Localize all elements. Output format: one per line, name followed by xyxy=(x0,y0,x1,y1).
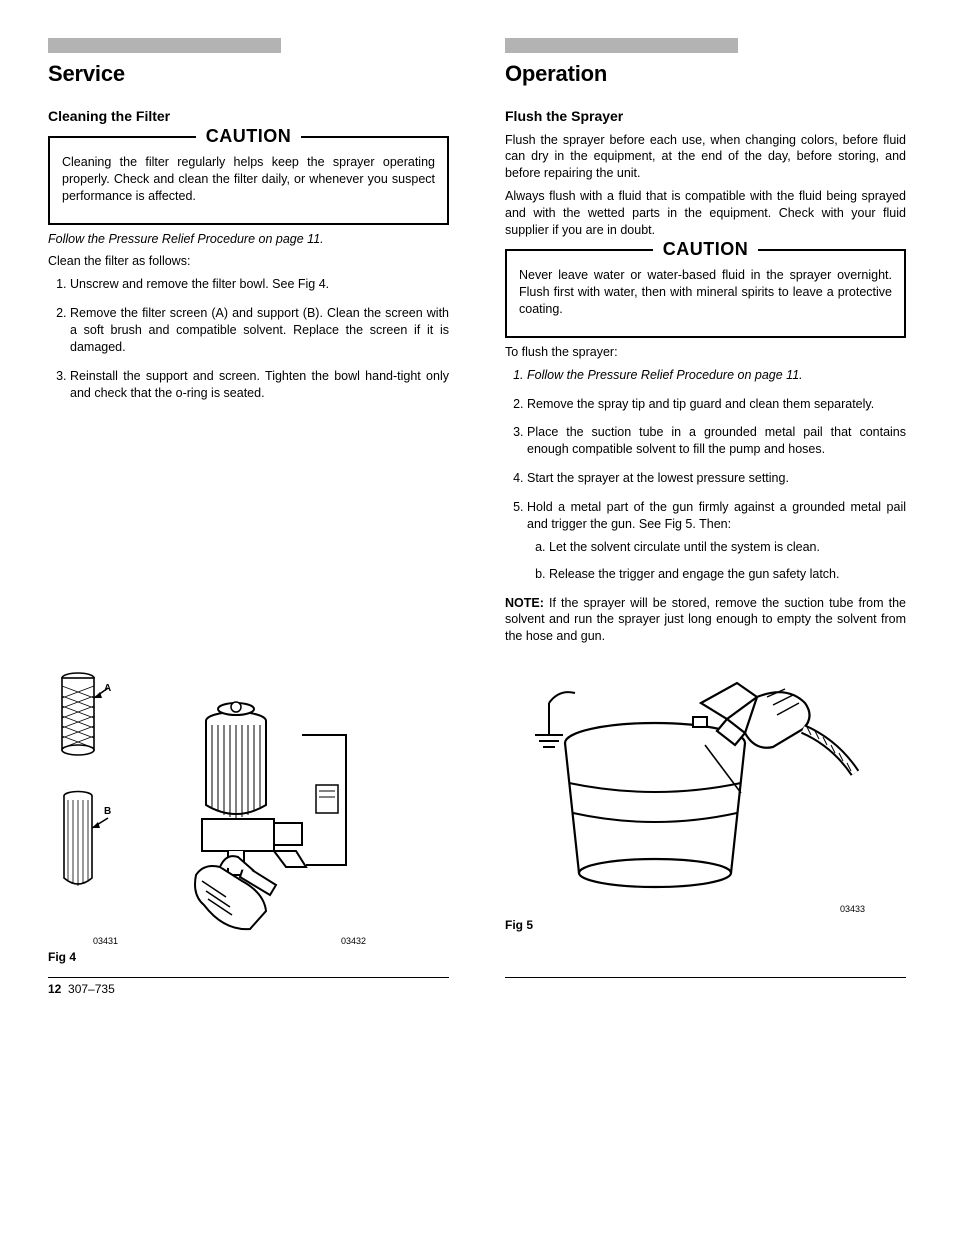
note-label: NOTE: xyxy=(505,596,544,610)
fig4-label: Fig 4 xyxy=(48,949,449,965)
note-body: If the sprayer will be stored, remove th… xyxy=(505,596,906,644)
fig5-label: Fig 5 xyxy=(505,917,906,933)
right-intro1: Flush the sprayer before each use, when … xyxy=(505,132,906,183)
right-steps-intro: To flush the sprayer: xyxy=(505,344,906,361)
right-greybar xyxy=(505,38,738,53)
left-figure-row: A B xyxy=(48,662,449,935)
fig5-illustration xyxy=(505,673,906,903)
caution-body: Cleaning the filter regularly helps keep… xyxy=(62,154,435,205)
left-title: Service xyxy=(48,59,449,89)
right-steps: Follow the Pressure Relief Procedure on … xyxy=(505,367,906,583)
right-subtitle: Flush the Sprayer xyxy=(505,107,906,126)
caution-label: CAUTION xyxy=(196,124,302,148)
right-intro2: Always flush with a fluid that is compat… xyxy=(505,188,906,239)
right-title: Operation xyxy=(505,59,906,89)
page-number-value: 12 xyxy=(48,982,61,996)
left-step-3: Reinstall the support and screen. Tighte… xyxy=(70,368,449,402)
fig5-tag: 03433 xyxy=(505,903,865,915)
footer: 12 307–735 xyxy=(48,977,906,998)
left-intro-a: Follow the Pressure Relief Procedure on … xyxy=(48,231,449,248)
left-intro-b: Clean the filter as follows: xyxy=(48,253,449,270)
left-step-1: Unscrew and remove the filter bowl. See … xyxy=(70,276,449,293)
right-substep-b: Release the trigger and engage the gun s… xyxy=(549,566,906,583)
left-greybar xyxy=(48,38,281,53)
fig-tag-a: 03431 xyxy=(48,935,118,947)
left-caution-box: CAUTION Cleaning the filter regularly he… xyxy=(48,136,449,225)
doc-ref: 307–735 xyxy=(68,982,115,996)
left-steps: Unscrew and remove the filter bowl. See … xyxy=(48,276,449,401)
caution-body-r: Never leave water or water-based fluid i… xyxy=(519,267,892,318)
right-step-5: Hold a metal part of the gun firmly agai… xyxy=(527,499,906,583)
right-substeps: Let the solvent circulate until the syst… xyxy=(527,539,906,583)
right-substep-a: Let the solvent circulate until the syst… xyxy=(549,539,906,556)
right-caution-box: CAUTION Never leave water or water-based… xyxy=(505,249,906,338)
caution-label-r: CAUTION xyxy=(653,237,759,261)
callout-b: B xyxy=(104,805,174,819)
callout-a: A xyxy=(104,682,111,696)
right-step-3: Place the suction tube in a grounded met… xyxy=(527,424,906,458)
filter-parts-illustration: A B xyxy=(48,662,118,935)
left-step-2: Remove the filter screen (A) and support… xyxy=(70,305,449,356)
footer-left: 12 307–735 xyxy=(48,977,449,998)
fig-tag-b: 03432 xyxy=(146,935,366,947)
page-columns: Service Cleaning the Filter CAUTION Clea… xyxy=(48,38,906,965)
right-note: NOTE: If the sprayer will be stored, rem… xyxy=(505,595,906,646)
page-number: 12 307–735 xyxy=(48,982,115,996)
left-column: Service Cleaning the Filter CAUTION Clea… xyxy=(48,38,449,965)
right-column: Operation Flush the Sprayer Flush the sp… xyxy=(505,38,906,965)
right-step-2: Remove the spray tip and tip guard and c… xyxy=(527,396,906,413)
footer-right xyxy=(505,977,906,998)
right-step-1: Follow the Pressure Relief Procedure on … xyxy=(527,367,906,384)
filter-assembly-illustration xyxy=(146,689,366,935)
right-step-4: Start the sprayer at the lowest pressure… xyxy=(527,470,906,487)
right-step-5-text: Hold a metal part of the gun firmly agai… xyxy=(527,500,906,531)
